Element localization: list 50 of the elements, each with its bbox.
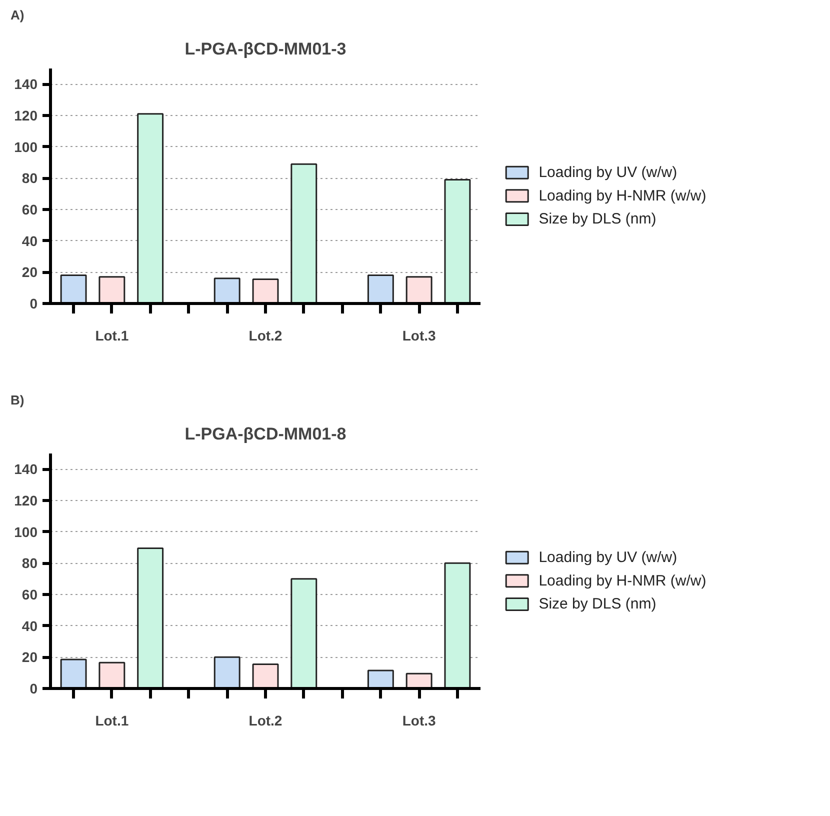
bar	[98, 276, 126, 304]
x-tick-label: Lot.2	[248, 328, 282, 344]
bar	[444, 562, 471, 688]
y-tick-label: 100	[14, 138, 38, 155]
bar	[214, 656, 240, 688]
bar	[290, 163, 318, 304]
legend-label: Loading by H-NMR (w/w)	[538, 187, 706, 204]
x-tick-label: Lot.1	[95, 712, 129, 728]
x-tick-label: Lot.3	[402, 712, 436, 728]
legend-label: Loading by UV (w/w)	[538, 549, 678, 566]
bar	[367, 274, 394, 304]
y-tick-label: 20	[22, 649, 38, 666]
chart-title: L-PGA-βCD-MM01-8	[184, 424, 346, 444]
bar	[252, 278, 279, 304]
y-tick-label: 100	[14, 524, 38, 540]
y-tick-label: 140	[14, 461, 38, 478]
y-tick-label: 120	[14, 108, 38, 124]
bar	[98, 662, 126, 688]
text: B)	[10, 392, 24, 408]
y-tick-label: 0	[30, 296, 38, 312]
y-tick-label: 80	[22, 555, 38, 572]
y-tick-label: 40	[22, 618, 38, 634]
bar	[406, 276, 432, 304]
bar	[252, 663, 279, 688]
text: A)	[10, 8, 24, 22]
legend-label: Loading by UV (w/w)	[538, 164, 678, 182]
y-tick-label: 120	[14, 492, 38, 508]
y-tick-label: 20	[22, 264, 38, 280]
chart-title: L-PGA-βCD-MM01-3	[184, 40, 346, 58]
x-tick-label: Lot.1	[95, 328, 129, 344]
y-tick-label: 140	[14, 76, 38, 92]
bar	[137, 548, 164, 688]
bar	[60, 658, 87, 688]
bar	[406, 672, 432, 688]
y-tick-label: 80	[22, 170, 38, 186]
y-tick-label: 60	[22, 202, 38, 218]
bar	[137, 113, 164, 304]
legend-label: Loading by H-NMR (w/w)	[538, 572, 706, 590]
bar	[367, 670, 394, 688]
legend-label: Size by DLS (nm)	[538, 596, 656, 613]
x-tick-label: Lot.2	[248, 712, 282, 728]
y-tick-label: 0	[30, 680, 38, 696]
y-tick-label: 40	[22, 232, 38, 249]
y-tick-label: 60	[22, 586, 38, 602]
bar	[214, 278, 240, 304]
bar	[444, 178, 471, 304]
bar	[60, 274, 87, 304]
x-tick-label: Lot.3	[402, 328, 436, 344]
legend-label: Size by DLS (nm)	[538, 210, 656, 228]
bar	[290, 578, 318, 688]
